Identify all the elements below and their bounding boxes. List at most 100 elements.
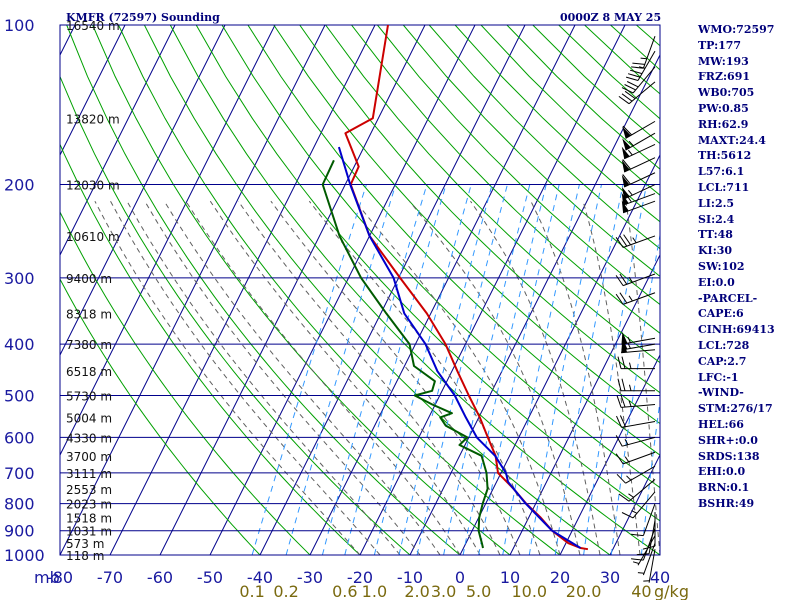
barb-pennant [621, 175, 630, 188]
wind-barb [618, 81, 656, 105]
pressure-tick-label: 400 [4, 335, 35, 354]
isotherm-lines [60, 25, 660, 555]
wind-barbs [615, 36, 656, 583]
sounding-indices-list: WMO:72597 TP:177 MW:193 FRZ:691 WB0:705 PW:0.… [698, 22, 798, 512]
mixing-ratio-line [640, 397, 660, 555]
height-tick-label: 10610 m [66, 230, 120, 244]
height-tick-label: 16540 m [66, 19, 120, 33]
sounding-index-item: SI:2.4 [698, 212, 735, 226]
moist-adiabat-line [582, 201, 641, 555]
barb-pennant [621, 192, 629, 206]
temperature-tick-label: -10 [397, 568, 423, 587]
temperature-tick-label: -70 [97, 568, 123, 587]
barb-flag [625, 76, 639, 81]
pressure-tick-label: 500 [4, 387, 35, 406]
isotherm-line [60, 25, 226, 357]
barb-half-flag [628, 493, 634, 498]
wind-barb [621, 184, 656, 200]
temperature-tick-label: -20 [347, 568, 373, 587]
barb-flag [623, 234, 632, 246]
sounding-index-item: LCL:711 [698, 180, 750, 194]
wind-barb [625, 50, 656, 81]
barb-flag [619, 235, 628, 247]
temperature-tick-label: -50 [197, 568, 223, 587]
barb-flag [631, 533, 644, 537]
barb-staff [621, 403, 656, 408]
barb-staff [621, 337, 656, 345]
temperature-profile [344, 25, 589, 551]
barb-pennant [621, 159, 630, 173]
sounding-title: KMFR (72597) Sounding [66, 11, 220, 24]
mixing-ratio-line [528, 184, 602, 555]
mixing-ratio-tick-label: 2.0 [404, 582, 429, 600]
moist-adiabat-line [126, 200, 401, 555]
temperature-tick-label: 20 [550, 568, 570, 587]
wind-barb [621, 491, 656, 519]
mixing-ratio-tick-label: 20.0 [566, 582, 602, 600]
sounding-index-item: -WIND- [698, 386, 744, 400]
barb-half-flag [624, 439, 629, 445]
mixing-ratio-line [251, 184, 367, 555]
wind-barb [643, 549, 656, 583]
dry-adiabat-line [325, 25, 660, 364]
moist-adiabat-line [209, 200, 481, 555]
height-tick-label: 573 m [66, 537, 104, 551]
mixing-ratio-tick-label: 1.0 [362, 582, 387, 600]
dry-adiabat-line [428, 25, 660, 250]
barb-staff [637, 50, 656, 81]
temperature-tick-label: 30 [600, 568, 620, 587]
barb-half-flag [638, 66, 646, 69]
barb-staff [642, 36, 656, 69]
barb-flag [626, 81, 639, 88]
dry-adiabat-line [92, 25, 511, 555]
sounding-time: 0000Z 8 MAY 25 [560, 11, 661, 24]
height-tick-label: 4330 m [66, 431, 112, 445]
moist-adiabat-line [144, 200, 421, 555]
sounding-index-item: HEL:66 [698, 417, 744, 431]
sounding-index-item: BRN:0.1 [698, 481, 750, 495]
barb-flag [621, 87, 634, 94]
barb-half-flag [626, 475, 632, 481]
mixing-ratio-line [502, 184, 580, 555]
dry-adiabat-line [247, 25, 660, 456]
barb-flag [617, 378, 622, 391]
barb-half-flag [628, 149, 633, 156]
dry-adiabat-line [351, 25, 660, 334]
mixing-ratio-tick-label: 0.6 [332, 582, 357, 600]
sounding-index-item: CINH:69413 [698, 323, 775, 337]
barb-half-flag [627, 336, 631, 343]
mixing-ratio-tick-label: 0.2 [273, 582, 298, 600]
wind-barb [637, 543, 656, 576]
height-tick-label: 1031 m [66, 525, 112, 539]
barb-pennant [621, 340, 628, 353]
barb-flag [629, 69, 643, 75]
sounding-index-item: TT:48 [698, 228, 733, 242]
mixing-ratio-line [443, 184, 531, 555]
sounding-profiles [321, 25, 589, 551]
barb-staff [642, 503, 656, 536]
dry-adiabat-line [169, 25, 660, 555]
isotherm-line [459, 153, 660, 555]
barb-staff [632, 66, 656, 94]
barb-flag [616, 415, 622, 428]
sounding-index-item: MW:193 [698, 54, 749, 68]
barb-staff [642, 543, 656, 576]
moist-adiabat-line [470, 200, 601, 555]
mixing-ratio-line [583, 184, 648, 555]
dewpoint-profile [321, 159, 489, 549]
barb-flag [618, 95, 630, 105]
plot-frame [59, 24, 661, 556]
sounding-index-item: LCL:728 [698, 338, 750, 352]
wind-barb [621, 157, 656, 173]
dry-adiabat-line [195, 25, 660, 522]
sounding-index-item: WMO:72597 [698, 23, 775, 36]
height-tick-label: 7380 m [66, 338, 112, 352]
wind-barb [621, 66, 656, 94]
height-tick-label: 3700 m [66, 450, 112, 464]
pressure-tick-label: 600 [4, 428, 35, 447]
barb-flag [617, 356, 622, 369]
barb-half-flag [628, 140, 634, 147]
moist-adiabat-line [110, 200, 381, 555]
sounding-index-item: CAP:2.7 [698, 354, 747, 368]
barb-flag [621, 512, 634, 519]
